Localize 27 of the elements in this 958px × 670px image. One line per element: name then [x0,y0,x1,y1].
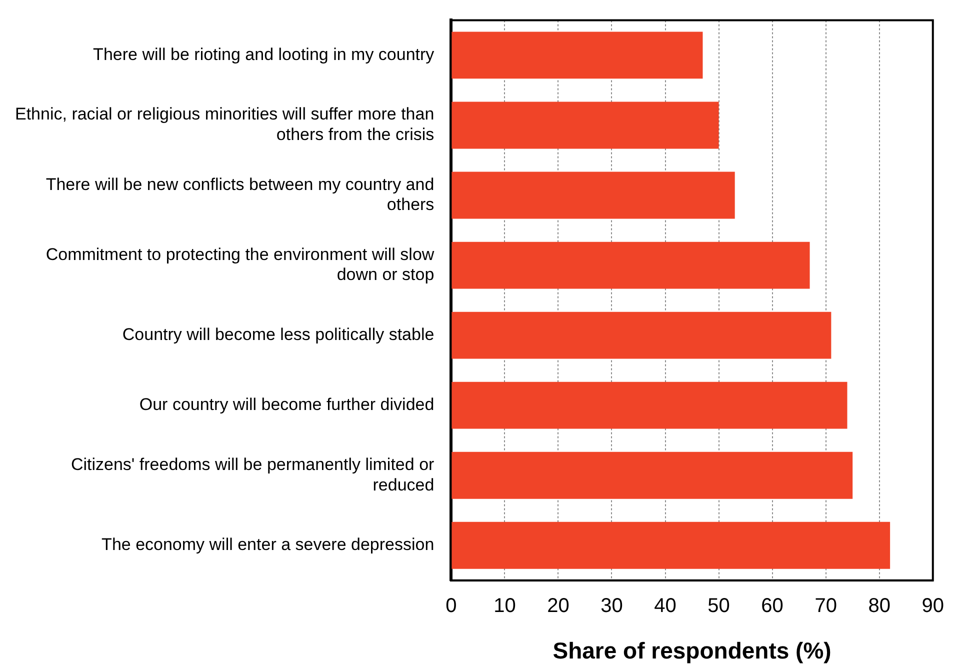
x-tick-label: 70 [814,594,837,617]
y-tick-label: Citizens' freedoms will be permanently limited or reduced [70,454,435,494]
bar [452,102,719,149]
y-tick-label: The economy will enter a severe depression [102,535,434,554]
bar [452,32,703,79]
bar [452,452,853,499]
x-tick-label: 40 [654,594,676,617]
y-tick-label: Ethnic, racial or religious minorities will suffer more than others from the crisis [14,104,434,144]
bar [452,242,810,289]
y-tick-label: Our country will become further divided [139,395,434,414]
x-tick-label: 80 [868,594,890,617]
y-tick-label: Commitment to protecting the environment will slow down or stop [46,244,435,284]
x-tick-label: 10 [494,594,516,617]
bar [452,172,735,219]
x-tick-label: 90 [922,594,944,617]
x-tick-label: 30 [600,594,623,617]
bar [452,522,890,569]
y-tick-label: Country will become less politically stable [122,325,434,344]
y-tick-label: There will be rioting and looting in my country [93,44,435,64]
bar [452,312,832,359]
bar [452,382,848,429]
x-tick-label: 60 [761,594,784,617]
x-tick-label: 0 [446,594,457,617]
x-axis-title: Share of respondents (%) [552,638,832,664]
y-tick-label: There will be new conflicts between my country and others [46,174,434,214]
x-tick-label: 50 [708,594,730,617]
x-tick-label: 20 [547,594,570,617]
